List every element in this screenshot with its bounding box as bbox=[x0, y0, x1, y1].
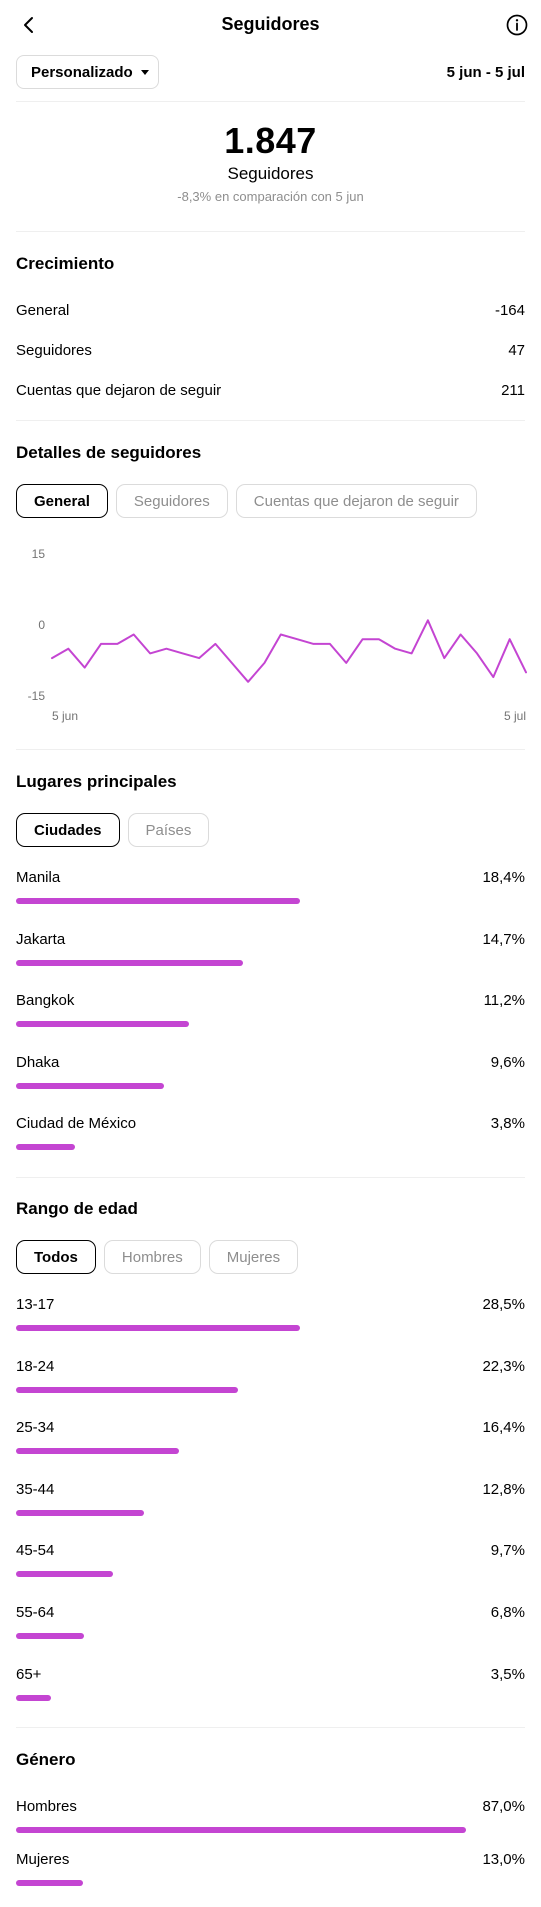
growth-label: Cuentas que dejaron de seguir bbox=[16, 382, 222, 399]
tab-unfollows[interactable]: Cuentas que dejaron de seguir bbox=[235, 484, 477, 518]
x-tick-label: 5 jun bbox=[52, 709, 78, 723]
age-label: 45-54 bbox=[16, 1542, 55, 1559]
divider bbox=[16, 420, 525, 421]
tab-cities[interactable]: Ciudades bbox=[16, 813, 120, 847]
caret-down-icon bbox=[140, 69, 149, 75]
age-bar bbox=[16, 1695, 51, 1701]
age-label: 35-44 bbox=[16, 1481, 55, 1498]
place-label: Dhaka bbox=[16, 1054, 60, 1071]
age-value: 16,4% bbox=[482, 1419, 525, 1436]
back-button[interactable] bbox=[16, 12, 42, 38]
tab-general[interactable]: General bbox=[16, 484, 108, 518]
gender-value: 13,0% bbox=[482, 1851, 525, 1868]
date-range-text: 5 jun - 5 jul bbox=[446, 64, 525, 81]
place-bar bbox=[16, 1083, 164, 1089]
place-value: 11,2% bbox=[483, 992, 525, 1009]
place-value: 14,7% bbox=[482, 931, 525, 948]
place-bar bbox=[16, 960, 243, 966]
age-value: 12,8% bbox=[482, 1481, 525, 1498]
place-bar bbox=[16, 1144, 75, 1150]
top-bar: Seguidores bbox=[0, 0, 541, 50]
age-bar bbox=[16, 1510, 144, 1516]
gender-label: Mujeres bbox=[16, 1851, 70, 1868]
place-label: Jakarta bbox=[16, 931, 66, 948]
gender-title: Género bbox=[16, 1750, 76, 1769]
y-tick-label: -15 bbox=[28, 689, 46, 703]
followers-comparison: -8,3% en comparación con 5 jun bbox=[177, 189, 364, 204]
tab-countries[interactable]: Países bbox=[127, 813, 210, 847]
follower-trend-chart: 15 0 -15 5 jun 5 jul bbox=[28, 547, 527, 723]
place-value: 18,4% bbox=[482, 869, 525, 886]
chevron-left-icon bbox=[24, 17, 33, 33]
age-bar bbox=[16, 1633, 84, 1639]
place-label: Bangkok bbox=[16, 992, 75, 1009]
followers-total: 1.847 bbox=[224, 120, 317, 161]
divider bbox=[16, 1727, 525, 1728]
age-bar bbox=[16, 1387, 238, 1393]
gender-bar bbox=[16, 1880, 83, 1886]
divider bbox=[16, 749, 525, 750]
age-label: 25-34 bbox=[16, 1419, 55, 1436]
place-bar bbox=[16, 1021, 189, 1027]
age-label: 55-64 bbox=[16, 1604, 55, 1621]
age-label: 18-24 bbox=[16, 1358, 55, 1375]
age-value: 6,8% bbox=[490, 1604, 525, 1621]
tab-women[interactable]: Mujeres bbox=[208, 1240, 299, 1274]
page-title: Seguidores bbox=[221, 14, 320, 34]
tab-followers[interactable]: Seguidores bbox=[115, 484, 228, 518]
growth-value: 47 bbox=[508, 342, 525, 359]
age-range-tabs: Todos Hombres Mujeres bbox=[16, 1240, 299, 1274]
age-label: 13-17 bbox=[16, 1296, 55, 1313]
age-value: 22,3% bbox=[482, 1358, 525, 1375]
growth-value: 211 bbox=[501, 382, 525, 399]
age-value: 9,7% bbox=[490, 1542, 525, 1559]
age-value: 3,5% bbox=[490, 1666, 525, 1683]
top-places-tabs: Ciudades Países bbox=[16, 813, 210, 847]
gender-value: 87,0% bbox=[482, 1798, 525, 1815]
growth-label: Seguidores bbox=[16, 342, 92, 359]
divider bbox=[16, 1177, 525, 1178]
follower-details-tabs: General Seguidores Cuentas que dejaron d… bbox=[16, 484, 477, 518]
top-places-title: Lugares principales bbox=[16, 772, 177, 791]
growth-label: General bbox=[16, 302, 70, 319]
divider bbox=[16, 231, 525, 232]
x-tick-label: 5 jul bbox=[504, 709, 526, 723]
growth-title: Crecimiento bbox=[16, 254, 115, 273]
age-bar bbox=[16, 1325, 300, 1331]
tab-men[interactable]: Hombres bbox=[103, 1240, 201, 1274]
place-value: 9,6% bbox=[490, 1054, 525, 1071]
y-tick-label: 15 bbox=[32, 547, 46, 561]
age-bar bbox=[16, 1448, 179, 1454]
date-range-dropdown[interactable]: Personalizado bbox=[16, 55, 159, 89]
place-label: Ciudad de México bbox=[16, 1115, 137, 1132]
info-icon bbox=[506, 14, 528, 36]
tab-all[interactable]: Todos bbox=[16, 1240, 96, 1274]
age-range-title: Rango de edad bbox=[16, 1199, 138, 1218]
series-line bbox=[51, 619, 527, 683]
date-range-dropdown-label: Personalizado bbox=[31, 63, 133, 81]
gender-label: Hombres bbox=[16, 1798, 77, 1815]
place-bar bbox=[16, 898, 300, 904]
gender-bar bbox=[16, 1827, 466, 1833]
place-label: Manila bbox=[16, 869, 61, 886]
age-bar bbox=[16, 1571, 113, 1577]
growth-value: -164 bbox=[494, 302, 525, 319]
place-value: 3,8% bbox=[490, 1115, 525, 1132]
age-value: 28,5% bbox=[482, 1296, 525, 1313]
info-button[interactable] bbox=[504, 12, 530, 38]
divider bbox=[16, 101, 525, 102]
follower-details-title: Detalles de seguidores bbox=[16, 443, 202, 462]
y-tick-label: 0 bbox=[38, 618, 45, 632]
followers-total-label: Seguidores bbox=[227, 164, 314, 183]
age-label: 65+ bbox=[16, 1666, 42, 1683]
